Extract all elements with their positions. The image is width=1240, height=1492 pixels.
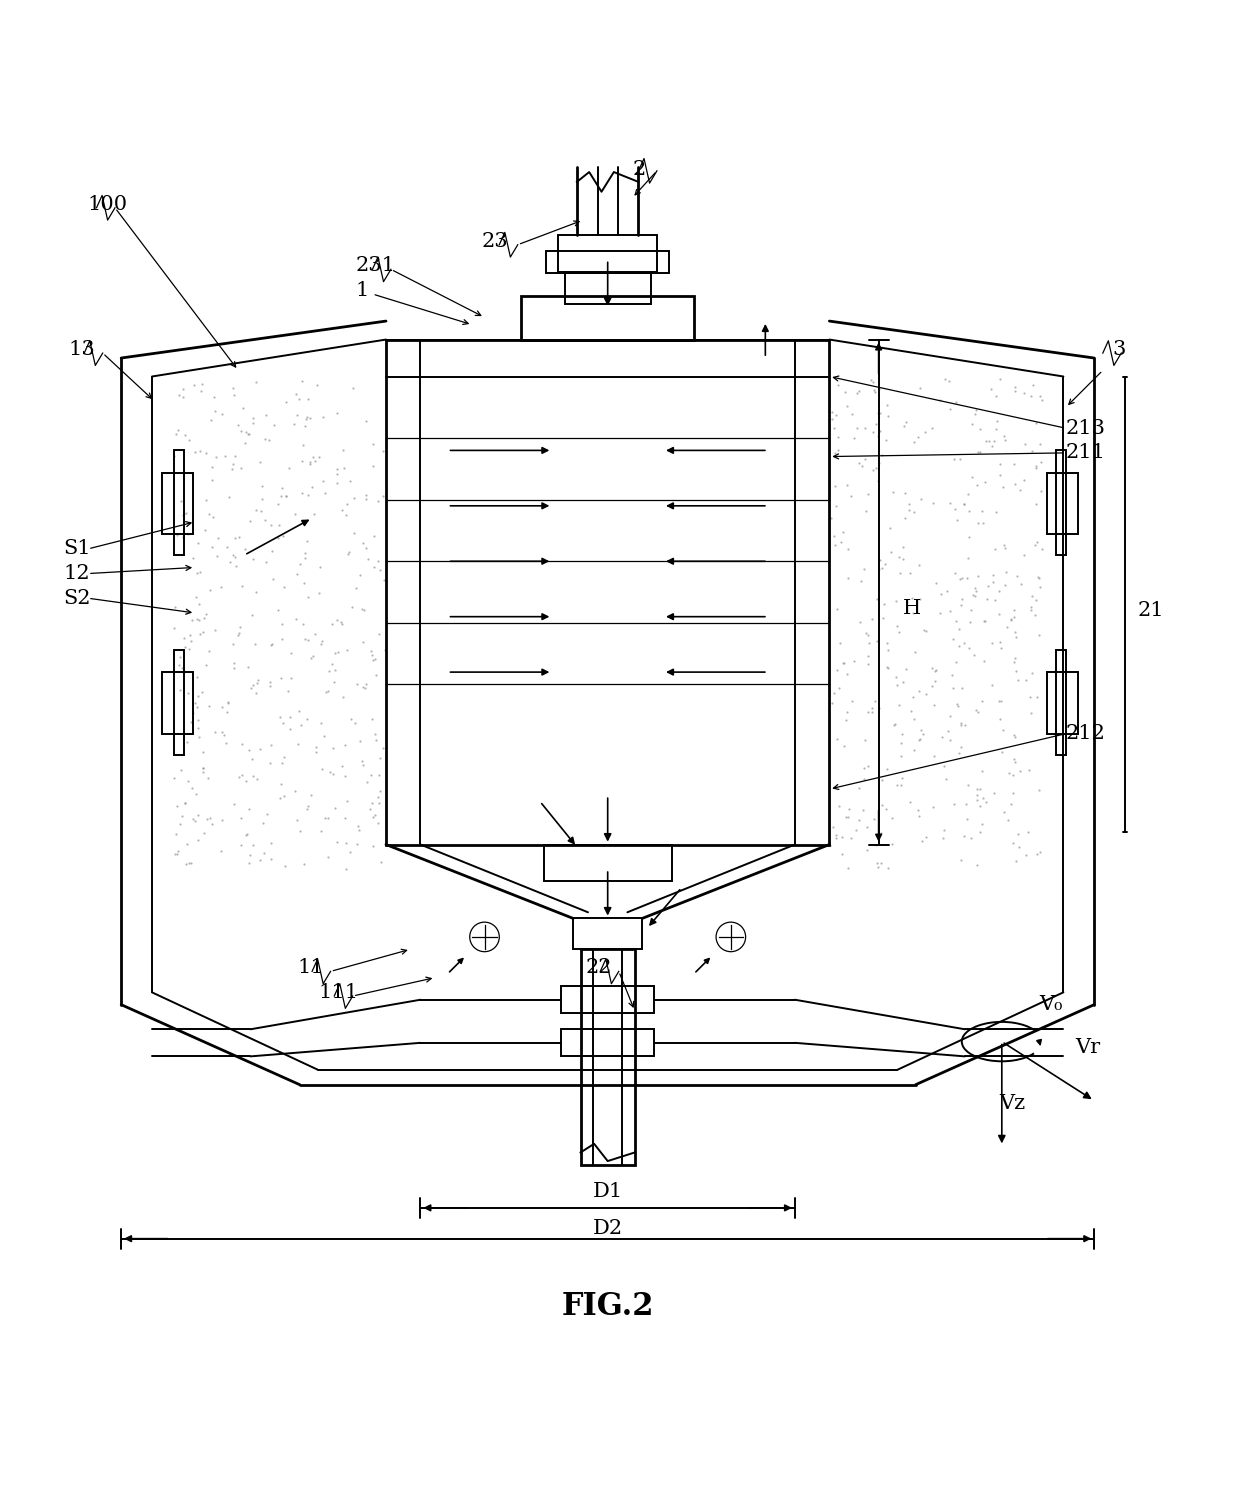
Text: Vz: Vz [999,1094,1025,1113]
Bar [1056,451,1066,555]
Text: S1: S1 [63,540,91,558]
Bar [546,251,670,273]
Text: 13: 13 [68,340,95,360]
Text: 22: 22 [585,958,613,977]
Bar [564,273,651,304]
Text: 23: 23 [482,231,508,251]
Bar [1048,671,1079,734]
Bar [1056,651,1066,755]
Bar [560,1029,655,1056]
Bar [573,919,642,949]
Text: 3: 3 [1112,340,1126,360]
Bar [580,949,635,1165]
Text: 211: 211 [1066,443,1106,463]
Bar [1048,473,1079,534]
Text: FIG.2: FIG.2 [562,1291,653,1322]
Text: 21: 21 [1137,601,1164,621]
Text: 213: 213 [1066,419,1106,437]
Text: 231: 231 [355,257,396,275]
Text: 11: 11 [298,958,324,977]
Text: 12: 12 [63,564,91,583]
Text: S2: S2 [63,589,91,607]
Bar [560,986,655,1013]
Text: Vr: Vr [1076,1038,1101,1058]
Text: 2: 2 [632,160,646,179]
Bar [161,671,192,734]
Bar [174,451,184,555]
Bar [543,844,672,882]
Text: 212: 212 [1066,724,1106,743]
Text: H: H [903,598,921,618]
Bar [161,473,192,534]
Bar [174,651,184,755]
Bar [386,340,830,844]
Text: V₀: V₀ [1039,995,1063,1015]
Bar [558,234,657,272]
Text: 1: 1 [355,280,368,300]
Bar [522,297,694,340]
Text: 100: 100 [88,194,128,213]
Text: D2: D2 [593,1219,622,1238]
Text: D1: D1 [593,1182,622,1201]
Text: 111: 111 [319,983,358,1001]
